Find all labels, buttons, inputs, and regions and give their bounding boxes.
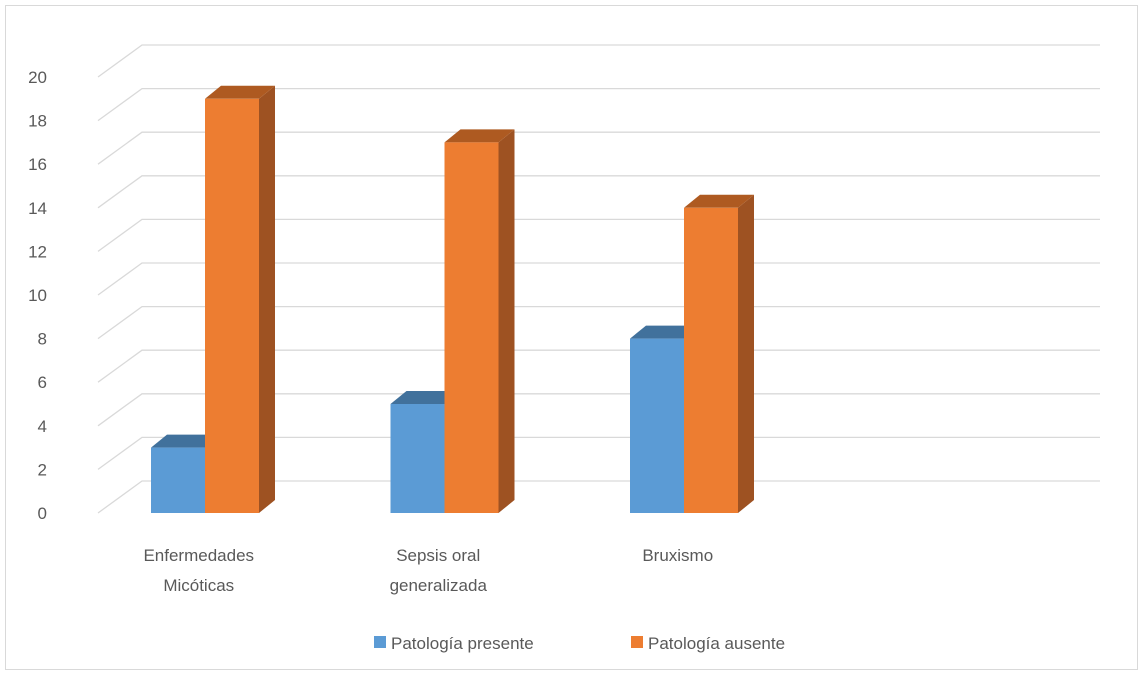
y-tick-label: 8 [38,330,47,349]
bars [151,85,754,514]
bar [630,325,700,513]
bar-top [205,85,275,99]
y-tick-label: 16 [28,155,47,174]
y-tick-label: 6 [38,373,47,392]
bar-top [684,194,754,208]
bar-front [444,142,499,513]
bar-side [259,85,275,514]
category-label: generalizada [390,576,488,595]
gridline [97,175,1100,209]
category-label: Bruxismo [642,546,713,565]
chart-frame: 0 2 4 6 8 10 12 14 16 18 20 Enfermedades Micóticas S… [5,5,1138,670]
legend-label: Patología ausente [648,634,785,653]
gridline [97,436,1100,470]
bar-top [151,434,221,448]
legend-swatch [631,636,643,648]
bar-top [390,391,461,404]
bar-top [630,325,700,339]
bar-side [498,129,515,513]
y-tick-label: 2 [38,460,47,479]
y-axis: 0 2 4 6 8 10 12 14 16 18 20 [28,68,47,523]
bar-front [151,447,205,513]
y-tick-label: 20 [28,68,47,87]
y-tick-label: 14 [28,199,47,218]
gridline [97,349,1100,383]
gridline [97,218,1100,252]
y-tick-label: 12 [28,242,47,261]
category-label: Micóticas [163,576,234,595]
gridline [97,44,1100,78]
bar [444,129,515,513]
legend-item: Patología presente [374,634,534,653]
bar-chart: 0 2 4 6 8 10 12 14 16 18 20 Enfermedades Micóticas S… [28,44,1100,653]
bar [205,85,275,514]
y-tick-label: 4 [38,417,47,436]
gridline [97,262,1100,296]
bar-side [738,194,754,514]
gridline [97,393,1100,427]
y-tick-label: 10 [28,286,47,305]
gridlines [97,44,1100,514]
bar-front [630,338,684,513]
category-label: Enfermedades [143,546,254,565]
y-tick-label: 0 [38,504,47,523]
gridline [97,131,1100,165]
gridline [97,305,1100,340]
bar-front [390,404,445,513]
bar-front [205,98,259,514]
legend-swatch [374,636,386,648]
gridline [97,480,1100,514]
gridline [97,87,1100,122]
legend: Patología presente Patología ausente [374,634,785,653]
legend-item: Patología ausente [631,634,785,653]
y-tick-label: 18 [28,112,47,131]
category-label: Sepsis oral [396,546,480,565]
legend-label: Patología presente [391,634,534,653]
bar-top [444,129,515,143]
x-axis: Enfermedades Micóticas Sepsis oral generali… [143,546,713,595]
bar-front [684,207,738,514]
bar [684,194,754,514]
